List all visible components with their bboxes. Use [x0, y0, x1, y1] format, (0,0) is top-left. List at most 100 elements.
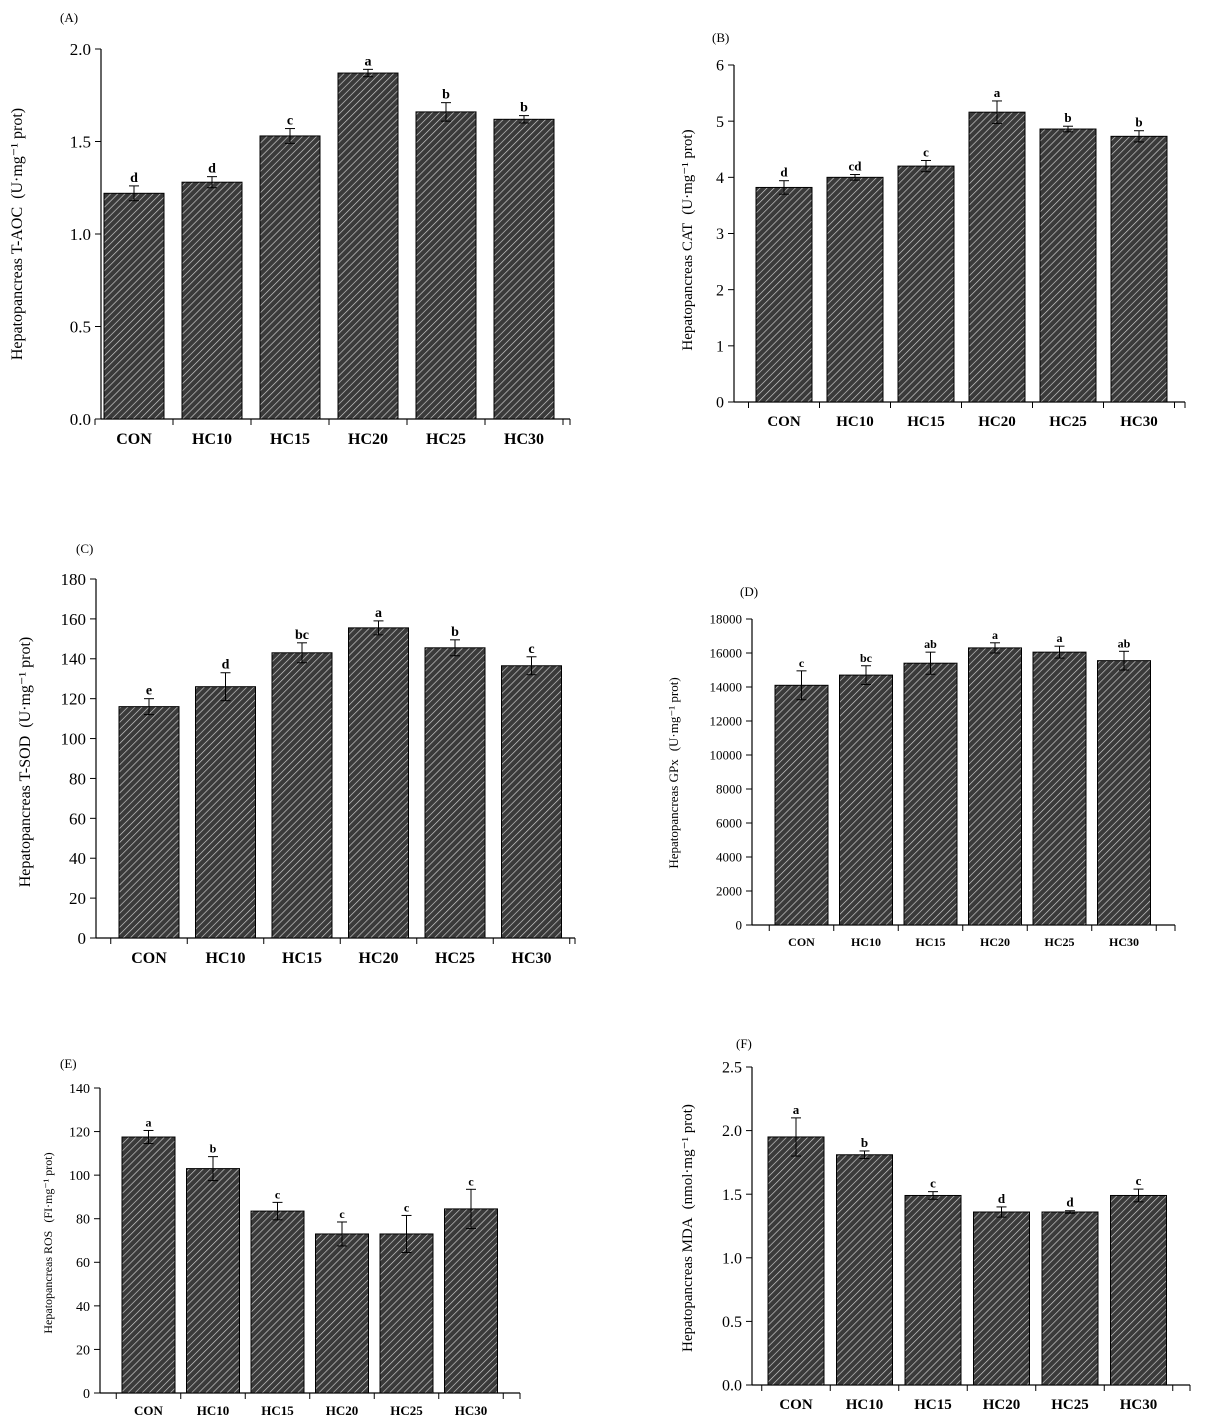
chart-panel: (E) 0 20 40 60 80 100 120 140 a CON b HC10 c HC15 c HC20… [41, 1056, 521, 1418]
significance-letter: c [404, 1200, 410, 1214]
significance-letter: a [375, 606, 382, 621]
x-tick-label: HC25 [1051, 1397, 1089, 1413]
panel-label: (E) [60, 1056, 77, 1071]
significance-letter: d [208, 162, 216, 177]
significance-letter: bc [860, 651, 873, 665]
significance-letter: c [275, 1187, 281, 1201]
y-tick-label: 18000 [710, 612, 743, 627]
bar [1110, 1194, 1167, 1386]
y-axis-label: Hepatopancreas ROS (FI·mg⁻¹ prot) [41, 1152, 55, 1333]
y-tick-label: 80 [76, 1213, 90, 1228]
y-tick-label: 5 [716, 114, 724, 131]
significance-letter: b [210, 1142, 217, 1156]
y-tick-label: 1 [716, 338, 724, 355]
bar [767, 1136, 825, 1386]
y-tick-label: 0.5 [70, 317, 91, 336]
significance-letter: d [780, 165, 788, 180]
x-tick-label: HC30 [1120, 414, 1158, 430]
y-tick-label: 2000 [716, 884, 742, 899]
x-tick-label: HC10 [836, 414, 874, 430]
bar [181, 181, 243, 420]
significance-letter: b [442, 88, 450, 103]
bar [826, 176, 884, 403]
x-tick-label: HC10 [846, 1397, 884, 1413]
y-axis-label-unit: (nmol·mg⁻¹ prot) [680, 1104, 696, 1209]
significance-letter: bc [295, 628, 309, 643]
significance-letter: d [222, 658, 230, 673]
chart-panel: (D) 0 2000 4000 6000 8000 10000 12000 14000 16000… [666, 584, 1176, 949]
y-axis-label-name: Hepatopancreas T-SOD [17, 736, 34, 888]
x-tick-label: HC15 [907, 414, 945, 430]
y-tick-label: 160 [61, 610, 87, 629]
bar [186, 1168, 240, 1394]
x-tick-label: CON [779, 1397, 813, 1413]
y-tick-label: 60 [69, 809, 86, 828]
bar [118, 706, 180, 939]
bar [501, 665, 562, 939]
bar [1110, 135, 1168, 403]
significance-letter: a [1057, 631, 1063, 645]
y-axis-label-name: Hepatopancreas GPx [666, 759, 681, 869]
bar [968, 111, 1026, 403]
significance-letter: b [1135, 115, 1142, 130]
y-axis-label-unit: (U·mg⁻¹ prot) [666, 677, 681, 751]
significance-letter: c [799, 656, 805, 670]
y-tick-label: 0 [83, 1387, 90, 1402]
significance-letter: c [287, 114, 293, 129]
bar [1032, 651, 1087, 926]
significance-letter: a [992, 628, 998, 642]
significance-letter: d [998, 1191, 1006, 1206]
y-tick-label: 4000 [716, 850, 742, 865]
y-axis-label-unit: (U·mg⁻¹ prot) [17, 637, 34, 728]
x-tick-label: HC20 [983, 1397, 1021, 1413]
bar [337, 72, 399, 420]
bar [897, 165, 955, 403]
y-axis-label-unit: (U·mg⁻¹ prot) [680, 129, 696, 214]
bar [424, 647, 486, 939]
y-axis-label-name: Hepatopancreas CAT [680, 223, 696, 351]
y-tick-label: 2.0 [722, 1123, 742, 1140]
significance-letter: ab [1118, 636, 1131, 650]
bar [250, 1210, 305, 1394]
y-tick-label: 120 [69, 1125, 90, 1140]
y-tick-label: 20 [69, 889, 86, 908]
y-tick-label: 0.5 [722, 1314, 742, 1331]
chart-panel: (B) 0 1 2 3 4 5 6 d CON cd HC10 c HC15 a HC20 b HC25 b HC30… [680, 30, 1186, 430]
y-tick-label: 10000 [710, 748, 743, 763]
y-tick-label: 1.0 [70, 225, 91, 244]
x-tick-label: HC20 [348, 431, 388, 448]
y-tick-label: 180 [61, 570, 87, 589]
y-tick-label: 0 [78, 929, 87, 948]
x-tick-label: HC15 [916, 935, 946, 949]
y-tick-label: 100 [61, 730, 87, 749]
bar [315, 1233, 369, 1394]
bar [121, 1136, 176, 1394]
y-tick-label: 100 [69, 1169, 90, 1184]
significance-letter: a [793, 1102, 800, 1117]
significance-letter: cd [849, 159, 863, 174]
x-tick-label: CON [116, 431, 152, 448]
x-tick-label: HC20 [978, 414, 1016, 430]
x-tick-label: HC10 [192, 431, 232, 448]
panel-label: (F) [736, 1036, 752, 1051]
y-tick-label: 40 [76, 1300, 90, 1315]
significance-letter: e [146, 684, 152, 699]
x-tick-label: HC15 [270, 431, 310, 448]
y-tick-label: 80 [69, 769, 86, 788]
bar [259, 135, 321, 420]
significance-letter: c [468, 1174, 474, 1188]
x-tick-label: HC15 [914, 1397, 952, 1413]
y-tick-label: 4 [716, 170, 724, 187]
y-tick-label: 6000 [716, 816, 742, 831]
bar [103, 192, 165, 420]
bar [839, 674, 893, 926]
panel-label: (B) [712, 30, 729, 45]
panel-label: (A) [60, 10, 78, 25]
bar [195, 686, 256, 939]
x-tick-label: CON [134, 1403, 164, 1418]
y-tick-label: 14000 [710, 680, 743, 695]
y-tick-label: 2 [716, 282, 724, 299]
significance-letter: b [1064, 110, 1071, 125]
x-tick-label: HC15 [282, 950, 322, 967]
y-tick-label: 40 [69, 849, 86, 868]
